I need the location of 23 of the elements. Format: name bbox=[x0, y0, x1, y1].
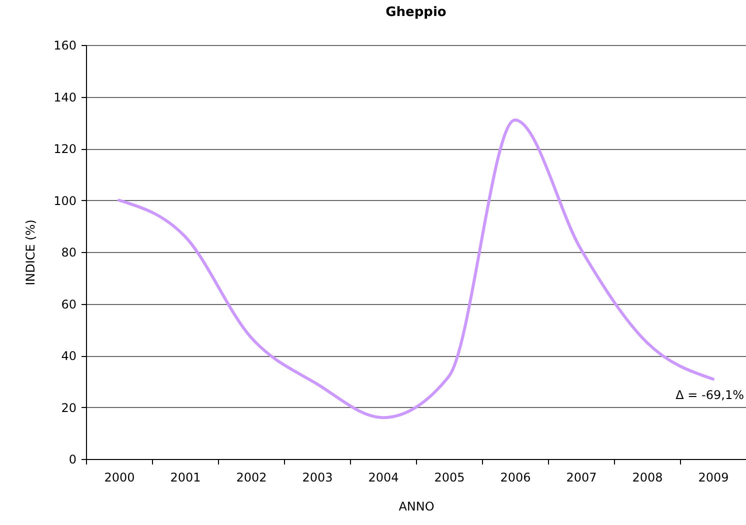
chart-title: Gheppio bbox=[386, 5, 446, 20]
annotation: Δ = -69,1% bbox=[676, 388, 744, 402]
x-tick-label: 2007 bbox=[566, 470, 597, 484]
x-tick-label: 2001 bbox=[170, 470, 201, 484]
x-tick-label: 2003 bbox=[302, 470, 333, 484]
y-tick-label: 40 bbox=[61, 349, 76, 363]
x-axis-title: ANNO bbox=[398, 500, 434, 514]
y-tick-label: 20 bbox=[61, 400, 76, 415]
x-tick-label: 2008 bbox=[632, 470, 663, 484]
y-axis-title: INDICE (%) bbox=[24, 220, 38, 286]
y-tick-label: 120 bbox=[54, 142, 76, 156]
x-tick-label: 2002 bbox=[236, 470, 267, 484]
y-tick-label: 80 bbox=[61, 246, 76, 260]
y-tick-label: 160 bbox=[54, 38, 76, 52]
y-tick-label: 100 bbox=[54, 194, 76, 208]
x-tick-label: 2006 bbox=[500, 470, 531, 484]
y-tick-label: 60 bbox=[61, 297, 76, 312]
y-tick-label: 140 bbox=[54, 90, 76, 104]
x-tick-label: 2004 bbox=[368, 470, 399, 484]
x-tick-label: 2000 bbox=[104, 470, 135, 484]
x-tick-label: 2009 bbox=[698, 470, 729, 484]
x-tick-label: 2005 bbox=[434, 470, 465, 484]
y-tick-label: 0 bbox=[68, 452, 76, 466]
